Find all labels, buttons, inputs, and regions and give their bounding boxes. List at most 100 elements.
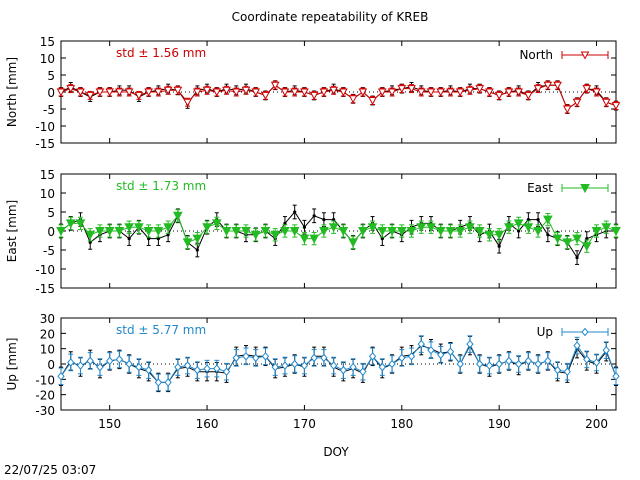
data-point	[435, 227, 446, 237]
data-point	[544, 356, 552, 366]
data-point	[543, 215, 553, 225]
data-point	[67, 358, 75, 367]
data-point	[592, 358, 601, 367]
data-point	[143, 227, 154, 237]
data-point	[455, 88, 465, 97]
data-point-black	[585, 237, 589, 241]
data-point	[182, 238, 193, 248]
x-axis-label: DOY	[323, 445, 349, 459]
data-point	[494, 230, 504, 240]
x-tick-label: 200	[585, 417, 608, 431]
data-point	[163, 223, 173, 233]
data-point	[398, 353, 406, 363]
data-point	[388, 359, 396, 369]
data-point	[289, 227, 300, 237]
data-point	[192, 88, 202, 97]
data-point	[378, 362, 386, 372]
data-point	[125, 359, 133, 369]
y-tick-label: 5	[47, 69, 55, 83]
data-point-black	[517, 229, 521, 233]
data-point-black	[322, 218, 326, 222]
data-point	[602, 345, 610, 355]
data-point	[485, 88, 494, 97]
data-point	[328, 223, 339, 233]
data-point	[174, 362, 182, 372]
data-point	[299, 234, 310, 244]
y-tick-label: -5	[43, 103, 55, 117]
data-point	[534, 359, 542, 369]
data-point-black	[166, 233, 170, 237]
data-point	[387, 88, 397, 97]
data-point	[465, 223, 475, 233]
data-point	[476, 359, 484, 369]
data-point	[485, 361, 494, 370]
data-point-black	[302, 225, 307, 229]
data-point	[183, 361, 192, 370]
data-point	[300, 361, 309, 370]
y-tick-label: -15	[35, 137, 55, 151]
data-point	[611, 227, 621, 237]
data-point-black	[312, 214, 316, 218]
data-point	[368, 352, 377, 361]
data-point	[251, 88, 261, 97]
data-point	[523, 223, 534, 233]
y-tick-label: 20	[40, 327, 55, 341]
data-point	[106, 356, 114, 366]
data-point	[572, 98, 582, 107]
series-line-black	[60, 84, 617, 110]
data-point	[320, 353, 328, 363]
data-point	[56, 227, 66, 237]
data-point	[358, 88, 368, 97]
data-point	[601, 223, 612, 233]
data-point	[153, 227, 164, 237]
data-point	[232, 353, 240, 363]
data-point	[484, 230, 495, 240]
data-point	[212, 88, 222, 97]
data-point	[115, 355, 124, 364]
y-tick-label: -10	[35, 263, 55, 277]
data-point	[562, 105, 572, 114]
legend-marker	[580, 184, 590, 194]
data-point	[446, 347, 455, 357]
y-axis-label: North [mm]	[5, 57, 19, 127]
timestamp: 22/07/25 03:07	[4, 463, 96, 477]
x-tick-label: 180	[390, 417, 413, 431]
series-line-black	[60, 211, 616, 259]
data-point-black	[536, 218, 540, 222]
data-point	[426, 223, 436, 233]
data-point	[513, 219, 524, 229]
data-point-black	[380, 237, 384, 241]
data-point	[173, 211, 183, 221]
legend-label: North	[519, 48, 553, 62]
data-point	[271, 362, 279, 372]
data-point	[290, 88, 300, 97]
x-tick-label: 170	[293, 417, 316, 431]
legend-marker	[580, 51, 590, 60]
data-point	[115, 88, 124, 97]
data-point	[407, 85, 416, 94]
data-point	[495, 359, 503, 369]
y-tick-label: 15	[40, 168, 55, 182]
data-point	[76, 361, 85, 370]
data-point	[300, 88, 309, 97]
data-point-black	[546, 233, 550, 237]
data-point	[387, 227, 397, 237]
data-point	[504, 88, 514, 97]
data-point	[280, 227, 290, 237]
data-point-black	[332, 218, 336, 222]
data-point	[339, 88, 348, 97]
y-tick-label: 0	[47, 86, 55, 100]
data-point	[231, 88, 241, 97]
data-point	[252, 353, 260, 363]
data-point	[193, 365, 201, 375]
data-point-black	[127, 237, 131, 241]
data-point	[436, 88, 446, 97]
data-point	[241, 227, 251, 237]
y-tick-label: 10	[40, 52, 55, 66]
data-point	[474, 227, 485, 237]
data-point	[397, 85, 407, 94]
data-point	[114, 227, 125, 237]
data-point	[367, 223, 378, 233]
data-point	[349, 362, 357, 372]
y-tick-label: -30	[35, 404, 55, 418]
